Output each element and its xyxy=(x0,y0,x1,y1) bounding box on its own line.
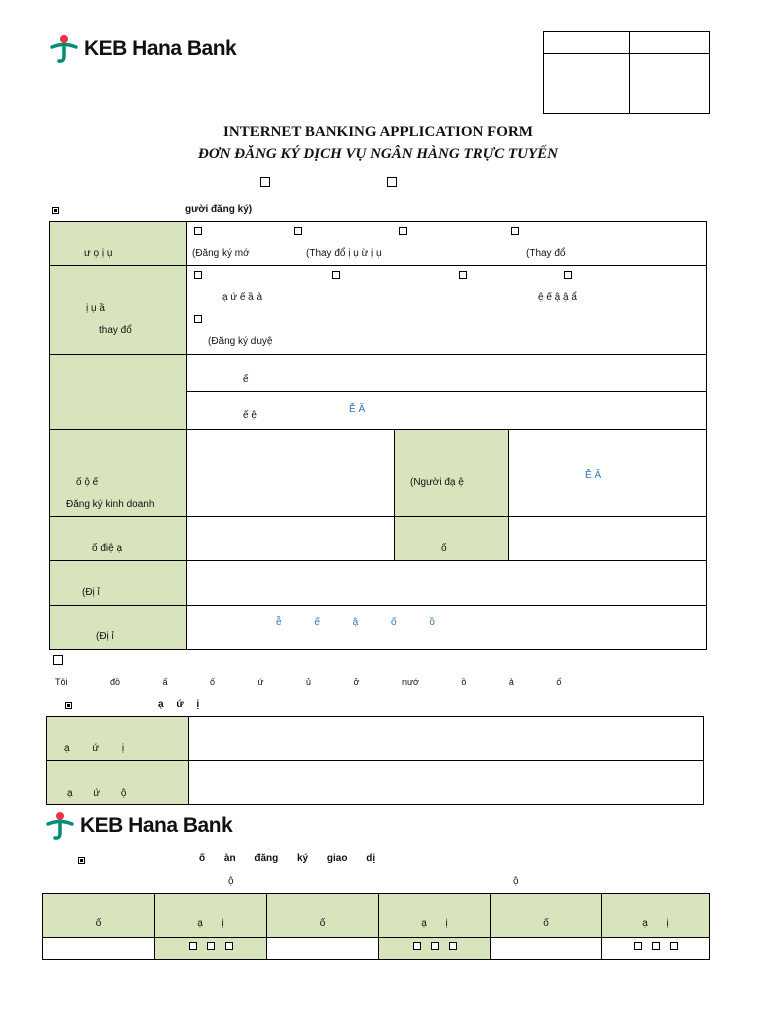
table-cell xyxy=(378,937,491,960)
section2-row1-label: ạ ứ ị xyxy=(64,743,125,754)
label-cell xyxy=(49,265,187,355)
option-label: (Thay đổ ị ụ ừ ị ụ xyxy=(306,248,382,259)
blue-placeholder: Ễ Ă xyxy=(585,470,602,481)
section3-table: ố ạ ị ố ạ ị ố ạ ị xyxy=(42,893,710,960)
row5-mid-label: ố xyxy=(441,543,447,554)
checkbox[interactable] xyxy=(194,227,202,235)
table-cell[interactable] xyxy=(266,937,379,960)
checkbox[interactable] xyxy=(412,942,421,950)
table-header-cell: ố xyxy=(266,893,379,938)
value-cell xyxy=(188,760,704,805)
value-cell xyxy=(186,516,395,561)
checkbox[interactable] xyxy=(459,271,467,279)
row6-label: (Đị ỉ xyxy=(82,587,100,598)
value-cell xyxy=(186,605,707,650)
checkbox[interactable] xyxy=(430,942,439,950)
value-cell xyxy=(508,429,707,517)
value-cell xyxy=(508,516,707,561)
value-cell xyxy=(186,391,707,430)
label-cell xyxy=(394,429,509,517)
section-bullet-icon xyxy=(77,857,85,864)
agreement-checkbox[interactable] xyxy=(53,655,63,665)
label-cell xyxy=(46,716,189,761)
checkbox[interactable] xyxy=(669,942,678,950)
label-cell xyxy=(46,760,189,805)
bank-logo: KEB Hana Bank xyxy=(46,811,233,841)
label-cell xyxy=(49,605,187,650)
approval-box-divider xyxy=(543,53,710,54)
section2-heading: ạ ứ ị xyxy=(158,699,200,710)
table-cell[interactable] xyxy=(490,937,602,960)
table-cell[interactable] xyxy=(42,937,155,960)
label-cell xyxy=(49,354,187,430)
row1-label: ư ọ ị ụ xyxy=(84,248,113,259)
section2-row2-label: ạ ứ ộ xyxy=(67,788,127,799)
blue-placeholder: ễ ế ậ ố ồ xyxy=(276,617,435,628)
value-cell xyxy=(186,221,707,266)
form-title-vi: ĐƠN ĐĂNG KÝ DỊCH VỤ NGÂN HÀNG TRỰC TUYẾN xyxy=(198,146,558,162)
value-cell xyxy=(186,560,707,606)
label-cell xyxy=(49,560,187,606)
bank-logo: KEB Hana Bank xyxy=(50,34,237,64)
table-header-cell: ạ ị xyxy=(154,893,267,938)
label-cell xyxy=(49,221,187,266)
checkbox[interactable] xyxy=(194,271,202,279)
agreement-text: Tôi đồ ấ ố ứ ủ ở nướ ồ ả ố xyxy=(55,677,562,687)
checkbox[interactable] xyxy=(633,942,642,950)
hana-logo-icon xyxy=(46,812,74,840)
row2-label: ị ụ ầ xyxy=(86,303,105,314)
option-label: ệ ế ậ ậ ẩ xyxy=(538,292,577,303)
value-cell xyxy=(186,429,395,517)
row3-label: ế ệ xyxy=(243,410,257,421)
checkbox[interactable] xyxy=(332,271,340,279)
value-cell xyxy=(186,354,707,392)
option-label: (Đăng ký duyệ xyxy=(208,336,273,347)
checkbox[interactable] xyxy=(399,227,407,235)
checkbox[interactable] xyxy=(564,271,572,279)
checkbox[interactable] xyxy=(511,227,519,235)
table-header-cell: ạ ị xyxy=(601,893,710,938)
table-header-cell: ố xyxy=(42,893,155,938)
row4-label: ố ộ ế xyxy=(76,477,99,488)
checkbox[interactable] xyxy=(294,227,302,235)
hana-logo-icon xyxy=(50,35,78,63)
row7-label: (Đị ỉ xyxy=(96,631,114,642)
checkbox[interactable] xyxy=(448,942,457,950)
table-header-cell: ố xyxy=(490,893,602,938)
bank-name: KEB Hana Bank xyxy=(84,37,237,60)
checkbox[interactable] xyxy=(651,942,660,950)
row4-label: Đăng ký kinh doanh xyxy=(66,499,155,510)
option-label: ạ ứ ế ầ à xyxy=(222,292,263,303)
option-label: (Thay đổ xyxy=(526,248,566,259)
blue-placeholder: Ễ Ă xyxy=(349,404,366,415)
option-label: (Đăng ký mớ xyxy=(192,248,250,259)
row4-mid-label: (Người đạ ệ xyxy=(410,477,464,488)
row3-label: ế xyxy=(243,374,249,385)
label-cell xyxy=(49,516,187,561)
section3-sub-left: ộ xyxy=(228,876,234,887)
table-header-cell: ạ ị xyxy=(378,893,491,938)
form-title-en: INTERNET BANKING APPLICATION FORM xyxy=(223,124,533,140)
section-bullet-icon xyxy=(52,207,59,214)
checkbox-new[interactable] xyxy=(260,177,270,187)
checkbox[interactable] xyxy=(224,942,233,950)
table-cell xyxy=(601,937,710,960)
bank-name: KEB Hana Bank xyxy=(80,814,233,837)
section-bullet-icon xyxy=(64,702,72,709)
approval-box xyxy=(543,31,710,114)
table-cell xyxy=(154,937,267,960)
value-cell xyxy=(188,716,704,761)
checkbox[interactable] xyxy=(188,942,197,950)
row2-label: thay đổ xyxy=(99,325,132,336)
checkbox[interactable] xyxy=(206,942,215,950)
section3-sub-right: ộ xyxy=(513,876,519,887)
label-cell xyxy=(394,516,509,561)
checkbox-change[interactable] xyxy=(387,177,397,187)
checkbox[interactable] xyxy=(194,315,202,323)
section1-heading: gười đăng ký) xyxy=(185,204,253,215)
section3-heading: ố àn đăng ký giao dị xyxy=(199,853,376,864)
row5-label: ố điệ ạ xyxy=(92,543,123,554)
approval-box-divider xyxy=(629,31,630,114)
